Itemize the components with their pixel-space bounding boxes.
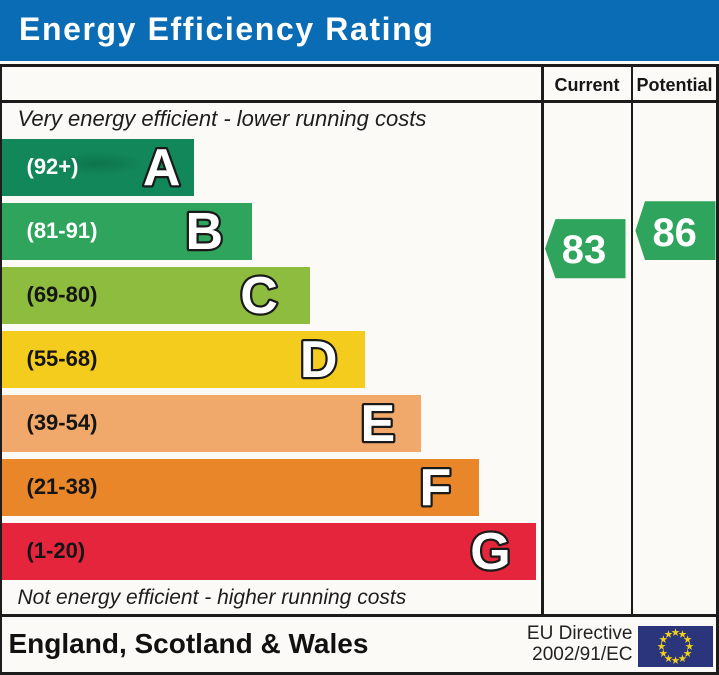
svg-text:A: A — [143, 139, 181, 197]
svg-text:B: B — [186, 203, 224, 261]
svg-text:83: 83 — [562, 228, 607, 272]
svg-text:E: E — [360, 395, 395, 453]
svg-text:86: 86 — [652, 211, 697, 255]
svg-text:F: F — [420, 459, 452, 517]
svg-text:D: D — [300, 331, 338, 389]
svg-text:G: G — [470, 523, 510, 581]
svg-text:C: C — [240, 267, 278, 325]
